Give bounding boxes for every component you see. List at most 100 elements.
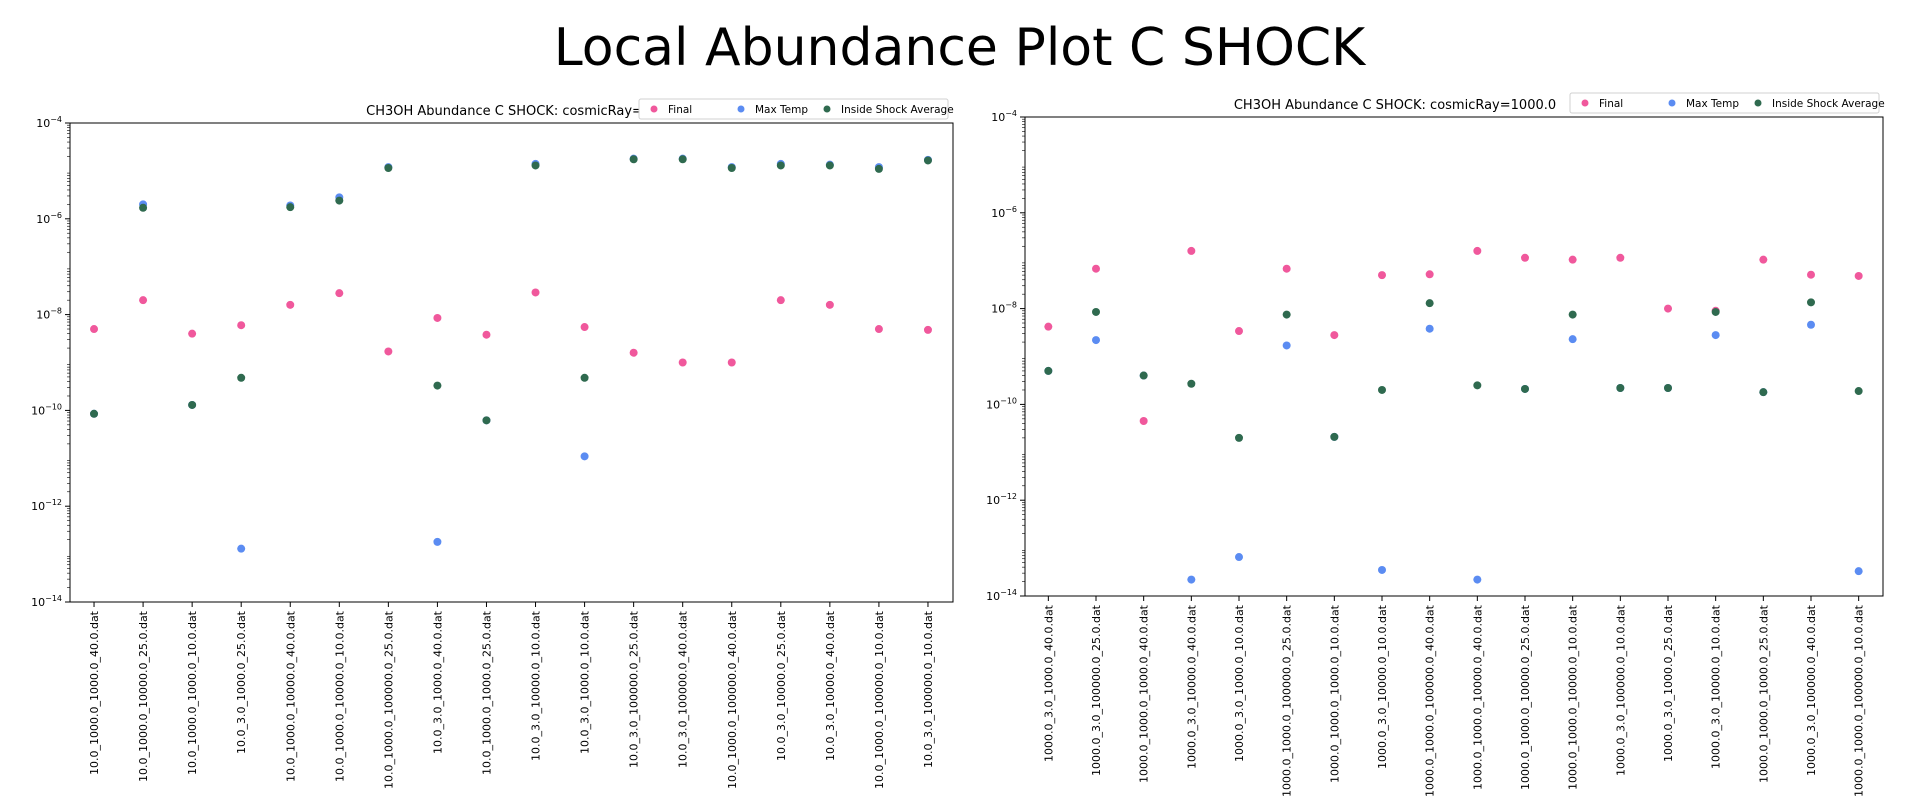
point-inside-shock-average — [1616, 383, 1625, 392]
point-max-temp — [1378, 565, 1386, 574]
y-tick-label: 10−12 — [31, 498, 62, 513]
x-tick-label: 10.0_1000.0_1000.0_25.0.dat — [480, 610, 493, 775]
legend-box — [638, 98, 949, 120]
x-tick-label: 1000.0_3.0_10000.0_10.0.dat — [1376, 604, 1389, 769]
x-tick-label: 1000.0_3.0_1000.0_40.0.dat — [1042, 604, 1055, 762]
point-inside-shock-average — [1378, 385, 1386, 394]
y-tick-label: 10−4 — [991, 109, 1017, 124]
point-final — [1330, 331, 1339, 340]
point-final — [335, 289, 344, 298]
point-final — [776, 296, 785, 305]
point-inside-shock-average — [727, 163, 736, 172]
point-max-temp — [1568, 335, 1577, 344]
plot-frame — [1024, 116, 1884, 597]
point-max-temp — [1425, 324, 1434, 333]
point-inside-shock-average — [580, 373, 589, 382]
point-final — [923, 325, 932, 334]
legend-label: Inside Shock Average — [841, 104, 954, 116]
chart-1: CH3OH Abundance C SHOCK: cosmicRay=10.0 1… — [31, 98, 954, 789]
point-max-temp — [1711, 331, 1720, 340]
point-final — [433, 313, 442, 322]
x-tick-label: 10.0_1000.0_100000.0_40.0.dat — [726, 610, 739, 789]
point-max-temp — [1473, 575, 1482, 584]
point-final — [580, 323, 589, 332]
x-tick-label: 10.0_3.0_100000.0_10.0.dat — [922, 610, 935, 768]
point-inside-shock-average — [335, 196, 344, 205]
point-final — [1425, 270, 1434, 279]
point-inside-shock-average — [1139, 371, 1148, 380]
point-inside-shock-average — [1664, 383, 1672, 392]
point-final — [237, 321, 246, 330]
x-tick-label: 10.0_3.0_1000.0_25.0.dat — [235, 610, 248, 754]
point-inside-shock-average — [874, 164, 883, 173]
point-final — [1807, 270, 1815, 279]
x-tick-label: 10.0_3.0_10000.0_40.0.dat — [824, 610, 837, 761]
point-max-temp — [1235, 553, 1243, 562]
x-tick-label: 1000.0_1000.0_10000.0_40.0.dat — [1471, 604, 1484, 790]
point-final — [629, 348, 638, 357]
point-final — [1664, 304, 1672, 313]
y-tick-label: 10−6 — [991, 205, 1017, 220]
point-inside-shock-average — [1759, 388, 1768, 397]
x-tick-label: 10.0_3.0_10000.0_10.0.dat — [530, 610, 543, 761]
point-inside-shock-average — [384, 163, 393, 172]
legend-marker — [823, 105, 831, 113]
x-tick-label: 1000.0_3.0_1000.0_25.0.dat — [1662, 604, 1675, 762]
y-tick-label: 10−6 — [36, 211, 62, 226]
point-final — [1378, 271, 1386, 280]
point-final — [384, 347, 393, 356]
legend-marker — [737, 105, 745, 113]
point-max-temp — [1092, 336, 1100, 345]
x-tick-label: 10.0_1000.0_10000.0_40.0.dat — [284, 610, 297, 782]
point-final — [482, 330, 491, 339]
y-tick-label: 10−4 — [36, 115, 62, 130]
point-final — [825, 300, 834, 309]
x-tick-label: 1000.0_1000.0_1000.0_25.0.dat — [1757, 604, 1770, 783]
point-inside-shock-average — [1044, 366, 1053, 375]
point-inside-shock-average — [1282, 310, 1291, 319]
legend-box — [1569, 92, 1880, 114]
x-tick-label: 1000.0_1000.0_10000.0_10.0.dat — [1567, 604, 1580, 790]
point-inside-shock-average — [433, 381, 442, 390]
x-tick-label: 10.0_1000.0_1000.0_10.0.dat — [186, 610, 199, 775]
point-inside-shock-average — [1187, 379, 1196, 388]
point-final — [90, 325, 99, 334]
legend-label: Final — [668, 104, 692, 116]
point-inside-shock-average — [237, 373, 246, 382]
point-inside-shock-average — [825, 161, 834, 170]
point-final — [1568, 255, 1577, 264]
y-tick-label: 10−14 — [31, 594, 62, 609]
legend: Final Max Temp Inside Shock Average — [1569, 92, 1885, 114]
legend-label: Max Temp — [1686, 98, 1739, 110]
point-max-temp — [237, 544, 246, 553]
x-tick-label: 1000.0_3.0_10000.0_40.0.dat — [1185, 604, 1198, 769]
y-tick-label: 10−10 — [31, 402, 62, 417]
point-inside-shock-average — [1854, 387, 1863, 396]
point-inside-shock-average — [1092, 307, 1100, 316]
point-final — [139, 296, 148, 305]
point-inside-shock-average — [1235, 433, 1243, 442]
page-title: Local Abundance Plot C SHOCK — [553, 18, 1366, 78]
point-inside-shock-average — [531, 161, 540, 170]
x-tick-label: 1000.0_3.0_10000.0_10.0.dat — [1710, 604, 1723, 769]
x-tick-label: 1000.0_3.0_100000.0_40.0.dat — [1805, 604, 1818, 776]
legend-marker — [650, 105, 658, 113]
legend-marker — [1754, 99, 1762, 107]
point-final — [1854, 271, 1863, 280]
x-tick-label: 10.0_3.0_100000.0_40.0.dat — [677, 610, 690, 768]
point-final — [1235, 327, 1243, 336]
chart-title: CH3OH Abundance C SHOCK: cosmicRay=10.0 — [366, 104, 672, 119]
x-tick-label: 1000.0_1000.0_1000.0_40.0.dat — [1138, 604, 1151, 783]
x-tick-label: 10.0_1000.0_10000.0_25.0.dat — [137, 610, 150, 782]
chart-2: CH3OH Abundance C SHOCK: cosmicRay=1000.… — [986, 92, 1885, 797]
x-tick-label: 10.0_3.0_100000.0_25.0.dat — [628, 610, 641, 768]
legend-label: Max Temp — [755, 104, 808, 116]
legend-marker — [1581, 99, 1589, 107]
y-tick-label: 10−10 — [986, 396, 1017, 411]
point-final — [188, 329, 197, 338]
point-final — [1092, 264, 1100, 273]
x-tick-label: 10.0_1000.0_10000.0_10.0.dat — [333, 610, 346, 782]
point-inside-shock-average — [923, 156, 932, 165]
point-max-temp — [580, 452, 589, 461]
point-final — [1521, 253, 1529, 262]
